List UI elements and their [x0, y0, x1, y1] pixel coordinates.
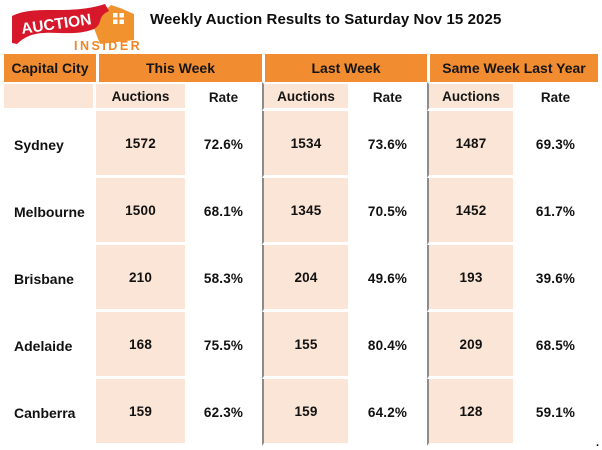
subheader-last-week-rate: Rate: [348, 82, 427, 111]
auction-insider-logo: AUCTION INSIDER: [8, 3, 146, 53]
same-week-auctions-value: 1452: [427, 178, 513, 245]
this-week-rate-value: 62.3%: [185, 379, 262, 446]
last-week-auctions-value: 159: [262, 379, 348, 446]
subheader-last-week-auctions: Auctions: [262, 82, 348, 111]
page-title: Weekly Auction Results to Saturday Nov 1…: [150, 11, 502, 28]
this-week-auctions-value: 210: [96, 245, 185, 312]
auction-flag-icon: AUCTION: [12, 4, 109, 44]
last-week-auctions-value: 1534: [262, 111, 348, 178]
subheader-this-week-auctions: Auctions: [96, 82, 185, 111]
this-week-auctions-value: 1500: [96, 178, 185, 245]
same-week-auctions-value: 1487: [427, 111, 513, 178]
subheader-same-week-auctions: Auctions: [427, 82, 513, 111]
last-week-rate-value: 80.4%: [348, 312, 427, 379]
same-week-rate-value: 39.6%: [513, 245, 598, 312]
this-week-auctions-value: 159: [96, 379, 185, 446]
same-week-rate-value: 69.3%: [513, 111, 598, 178]
city-name: Canberra: [4, 379, 96, 446]
same-week-rate-value: 68.5%: [513, 312, 598, 379]
header-this-week: This Week: [96, 54, 262, 82]
same-week-auctions-value: 193: [427, 245, 513, 312]
stray-period: .: [595, 437, 599, 449]
last-week-rate-value: 64.2%: [348, 379, 427, 446]
last-week-rate-value: 49.6%: [348, 245, 427, 312]
last-week-rate-value: 73.6%: [348, 111, 427, 178]
same-week-auctions-value: 209: [427, 312, 513, 379]
same-week-auctions-value: 128: [427, 379, 513, 446]
subheader-capital-city-blank: [4, 82, 96, 111]
this-week-auctions-value: 1572: [96, 111, 185, 178]
header-last-week: Last Week: [262, 54, 427, 82]
header-capital-city: Capital City: [4, 54, 96, 82]
this-week-rate-value: 58.3%: [185, 245, 262, 312]
city-name: Melbourne: [4, 178, 96, 245]
same-week-rate-value: 59.1%: [513, 379, 598, 446]
header-same-week-last-year: Same Week Last Year: [427, 54, 598, 82]
last-week-rate-value: 70.5%: [348, 178, 427, 245]
this-week-auctions-value: 168: [96, 312, 185, 379]
city-name: Sydney: [4, 111, 96, 178]
last-week-auctions-value: 204: [262, 245, 348, 312]
city-name: Brisbane: [4, 245, 96, 312]
subheader-same-week-rate: Rate: [513, 82, 598, 111]
logo-graphic: AUCTION INSIDER: [12, 4, 142, 53]
this-week-rate-value: 75.5%: [185, 312, 262, 379]
city-name: Adelaide: [4, 312, 96, 379]
last-week-auctions-value: 155: [262, 312, 348, 379]
same-week-rate-value: 61.7%: [513, 178, 598, 245]
auction-results-table: Capital City This Week Last Week Same We…: [4, 54, 598, 446]
last-week-auctions-value: 1345: [262, 178, 348, 245]
logo-brand-bottom-text: INSIDER: [74, 39, 142, 53]
subheader-this-week-rate: Rate: [185, 82, 262, 111]
this-week-rate-value: 72.6%: [185, 111, 262, 178]
this-week-rate-value: 68.1%: [185, 178, 262, 245]
